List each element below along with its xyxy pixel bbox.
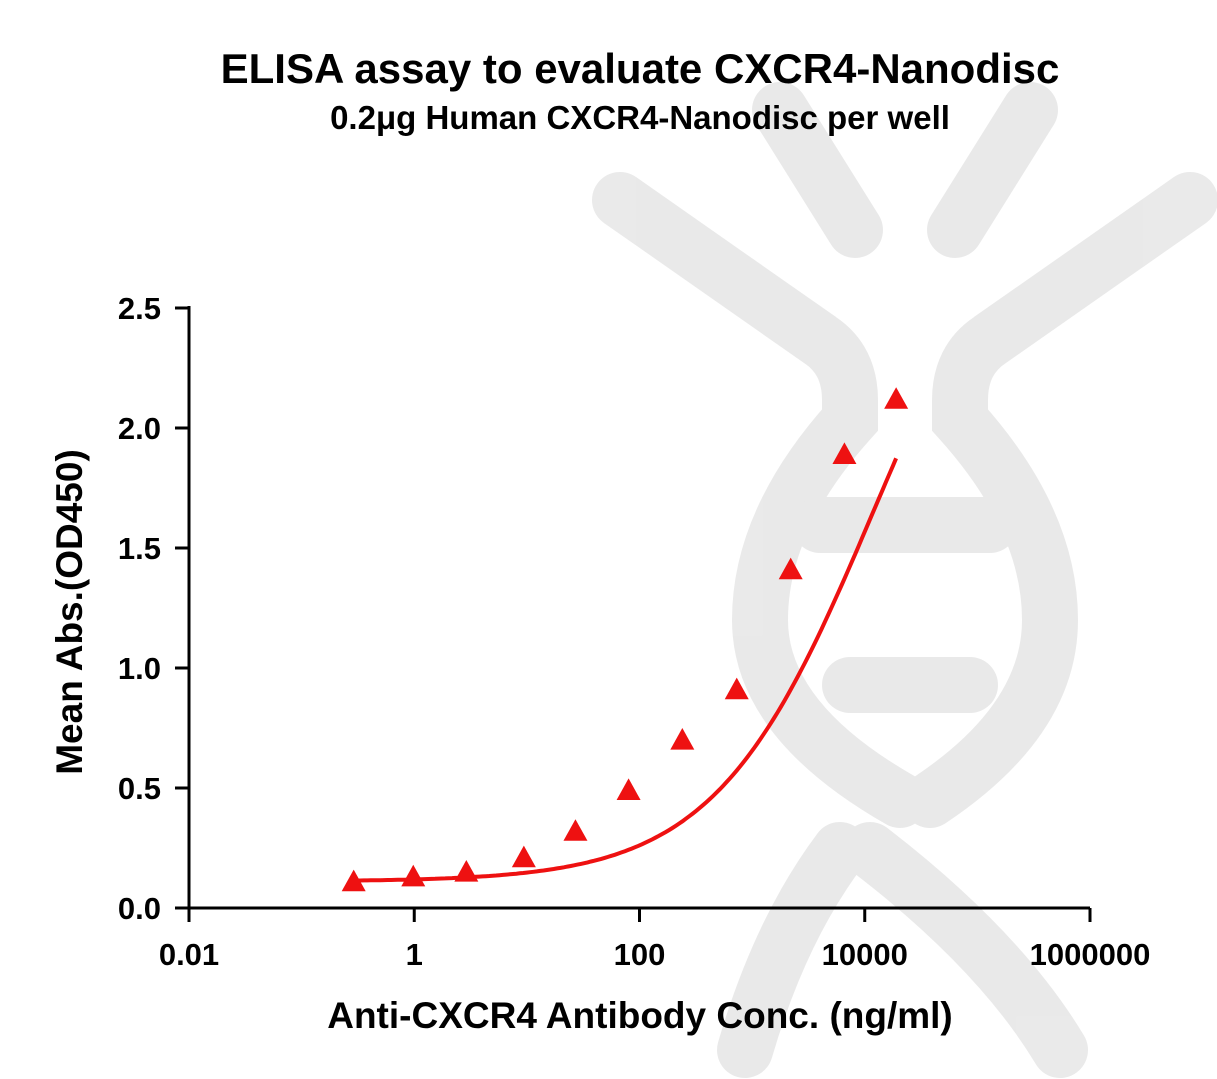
data-point-triangle [832, 442, 857, 464]
x-tick-label: 1000000 [1030, 937, 1151, 972]
x-tick-label: 0.01 [159, 937, 219, 972]
y-axis-ticks: 0.0 0.5 1.0 1.5 2.0 2.5 [118, 291, 189, 926]
data-point-triangle [563, 819, 588, 841]
y-axis-label: Mean Abs.(OD450) [49, 449, 90, 775]
data-point-triangle [884, 387, 909, 409]
data-point-triangle [511, 845, 536, 868]
data-point-triangle [670, 728, 695, 750]
watermark-logo [592, 82, 1217, 1078]
y-tick-label: 0.0 [118, 891, 161, 926]
y-tick-label: 2.0 [118, 411, 161, 446]
x-tick-label: 100 [614, 937, 666, 972]
chart-title: ELISA assay to evaluate CXCR4-Nanodisc [221, 45, 1060, 92]
data-point-triangle [454, 860, 479, 882]
data-point-triangle [341, 869, 366, 892]
y-tick-label: 1.5 [118, 531, 161, 566]
data-point-triangle [401, 864, 426, 887]
y-tick-label: 2.5 [118, 291, 161, 326]
data-points [341, 387, 909, 892]
x-tick-label: 10000 [822, 937, 908, 972]
chart-subtitle: 0.2μg Human CXCR4-Nanodisc per well [330, 99, 950, 136]
x-tick-label: 1 [406, 937, 423, 972]
x-axis-label: Anti-CXCR4 Antibody Conc. (ng/ml) [327, 995, 953, 1036]
fit-curve [353, 457, 898, 883]
y-tick-label: 0.5 [118, 771, 161, 806]
x-axis-ticks: 0.01 1 100 10000 1000000 [159, 908, 1151, 972]
data-point-triangle [616, 778, 641, 800]
data-point-triangle [778, 557, 803, 580]
data-point-triangle [724, 677, 749, 700]
y-tick-label: 1.0 [118, 651, 161, 686]
